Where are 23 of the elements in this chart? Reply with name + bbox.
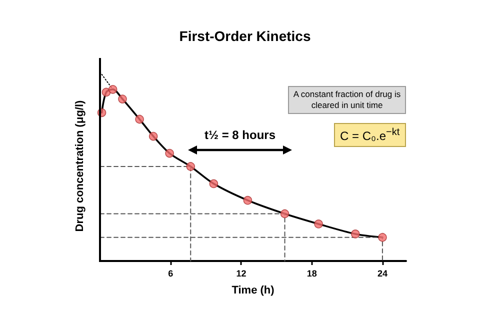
point <box>148 132 158 141</box>
point <box>243 196 252 205</box>
point <box>378 232 387 242</box>
point <box>102 88 111 97</box>
x-tick-label: 24 <box>377 268 388 278</box>
point <box>351 230 360 238</box>
point <box>280 209 290 218</box>
point <box>108 84 118 94</box>
point <box>186 162 196 171</box>
x-tick-label: 12 <box>236 268 246 278</box>
annotation: t½ = 8 hours <box>204 128 276 142</box>
point <box>118 94 127 104</box>
y-axis-title: Drug concentration (μg/l) <box>74 100 86 232</box>
point <box>209 179 218 188</box>
point <box>135 114 144 124</box>
x-tick-label: 18 <box>306 268 317 278</box>
x-tick-label: 6 <box>168 268 174 278</box>
chart-title: First-Order Kinetics <box>179 28 311 44</box>
point <box>314 220 323 228</box>
x-axis-title: Time (h) <box>232 284 275 296</box>
point <box>165 148 174 158</box>
annotation: A constant fraction of drug is cleared in unit time <box>288 86 406 114</box>
annotation: C = C₀.e$^{−kt}$ <box>334 123 406 147</box>
